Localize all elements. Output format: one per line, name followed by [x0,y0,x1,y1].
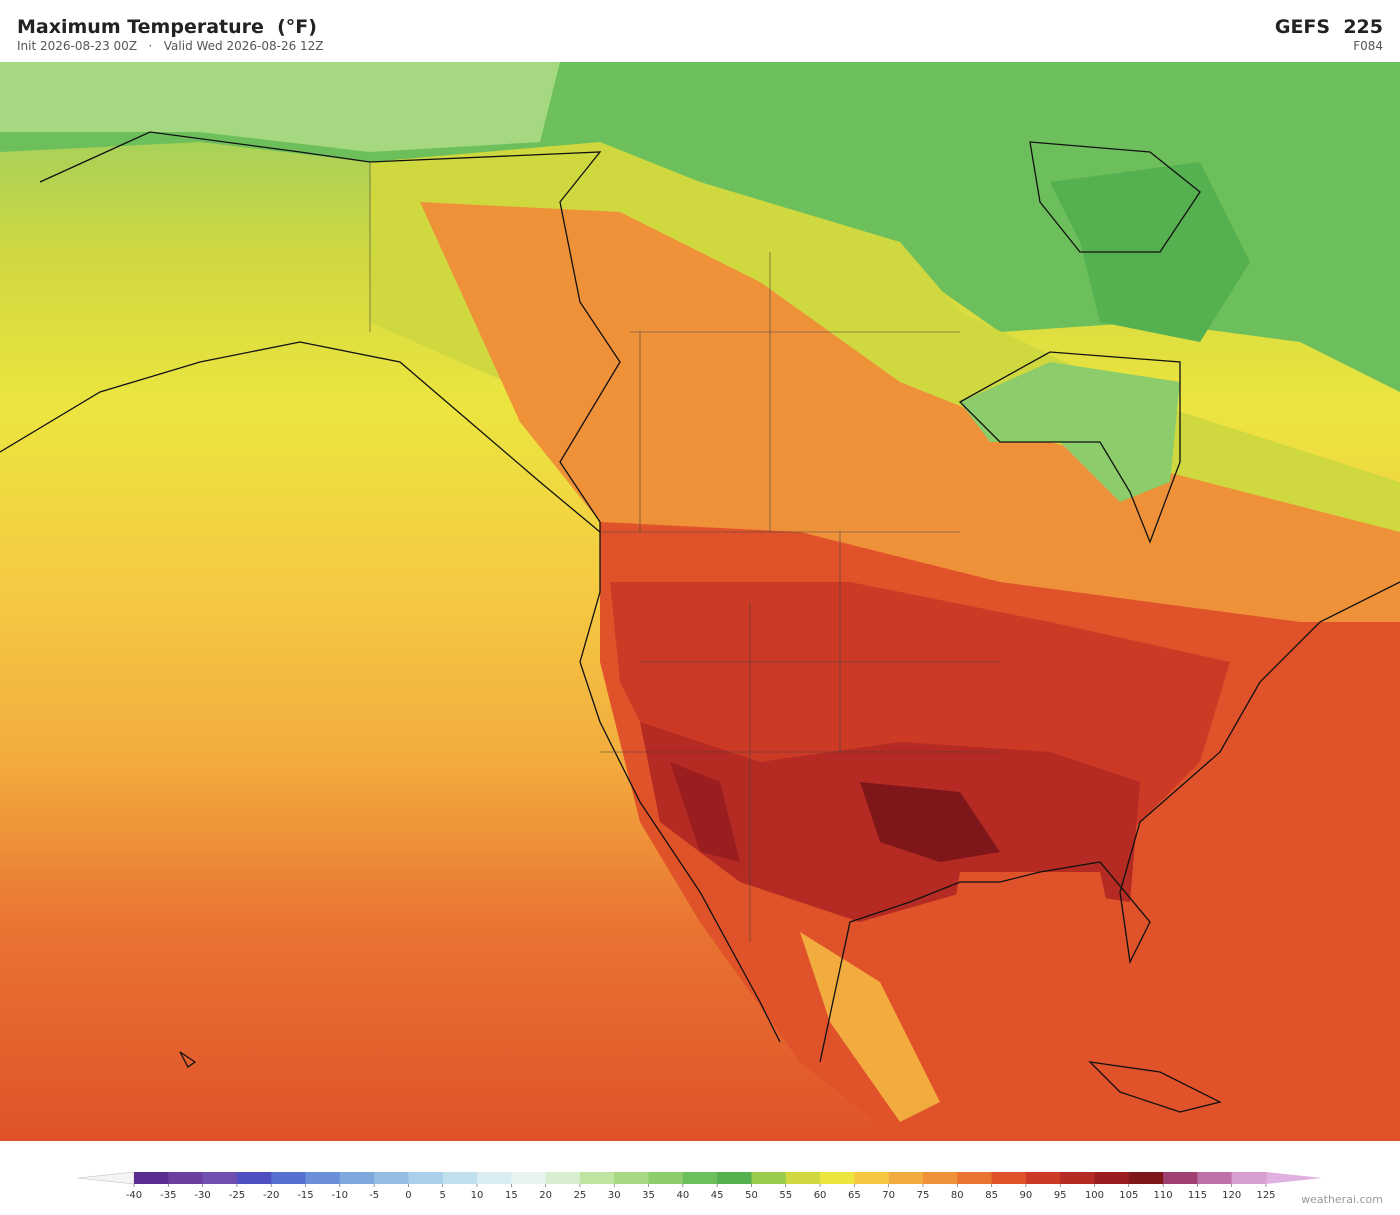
colorbar-tick-label: -20 [263,1190,279,1201]
colorbar-tick-label: 75 [917,1190,930,1201]
colorbar-bin [545,1172,581,1184]
colorbar-bin [648,1172,684,1184]
sep: · [148,39,153,53]
credit: weatherai.com [1301,1193,1383,1206]
colorbar-tick-label: 125 [1256,1190,1275,1201]
colorbar: -40 -35 -30 -25 -20 -15 -10 -5 0 5 10 15 20 25 30 35 40 4… [77,1171,1322,1201]
colorbar-tick-label: 55 [779,1190,792,1201]
colorbar-bin [374,1172,409,1184]
colorbar-tick-label: 120 [1222,1190,1241,1201]
colorbar-tick-label: 10 [471,1190,484,1201]
forecast-hour: F084 [1353,39,1383,53]
colorbar-bin [1128,1172,1164,1184]
colorbar-tick-label: 105 [1119,1190,1138,1201]
colorbar-tick-label: 110 [1154,1190,1173,1201]
valid: Valid Wed 2026-08-26 12Z [163,39,324,53]
colorbar-tick-label: -35 [160,1190,176,1201]
colorbar-bin [168,1172,204,1184]
colorbar-bin [1060,1172,1095,1184]
colorbar-tick-label: 100 [1085,1190,1104,1201]
model: GEFS 225 [1274,16,1383,38]
colorbar-tick-label: 50 [745,1190,758,1201]
colorbar-bin [305,1172,341,1184]
colorbar-bin [134,1172,169,1184]
colorbar-bin [820,1172,855,1184]
colorbar-bin [614,1172,650,1184]
colorbar-tick-label: 80 [951,1190,964,1201]
colorbar-tick-label: 115 [1188,1190,1207,1201]
init: Init 2026-08-23 00Z [17,39,138,53]
colorbar-tick-label: 20 [539,1190,552,1201]
colorbar-bin [1231,1172,1267,1184]
subtitle: Init 2026-08-23 00Z · Valid Wed 2026-08-… [17,39,324,53]
colorbar-bin [202,1172,238,1184]
colorbar-tick-label: -40 [126,1190,142,1201]
colorbar-tick-label: 40 [676,1190,689,1201]
colorbar-bin [1163,1172,1198,1184]
colorbar-bin [991,1172,1027,1184]
colorbar-tick-label: 85 [985,1190,998,1201]
colorbar-tick-label: 5 [440,1190,446,1201]
colorbar-tick-label: -15 [297,1190,313,1201]
colorbar-tick-label: 65 [848,1190,861,1201]
colorbar-bin [1025,1172,1061,1184]
colorbar-tick-label: -10 [332,1190,348,1201]
colorbar-tick-label: 0 [405,1190,411,1201]
colorbar-bin [751,1172,787,1184]
colorbar-bin [922,1172,958,1184]
colorbar-tick-label: 60 [814,1190,827,1201]
colorbar-bin [477,1172,512,1184]
colorbar-bin [442,1172,478,1184]
colorbar-over [1266,1172,1322,1184]
colorbar-tick-label: 90 [1020,1190,1033,1201]
colorbar-tick-label: 15 [505,1190,518,1201]
colorbar-bin [236,1172,272,1184]
colorbar-bin [888,1172,924,1184]
colorbar-tick-label: 30 [608,1190,621,1201]
colorbar-bin [271,1172,307,1184]
colorbar-under [77,1171,135,1185]
colorbar-tick-label: -30 [194,1190,210,1201]
colorbar-bin [854,1172,890,1184]
colorbar-bin [1197,1172,1233,1184]
colorbar-tick-label: 45 [711,1190,724,1201]
colorbar-tick-label: -25 [229,1190,245,1201]
colorbar-bin [339,1172,375,1184]
colorbar-tick-label: 95 [1054,1190,1067,1201]
colorbar-bin [511,1172,547,1184]
colorbar-bin [408,1172,444,1184]
colorbar-bin [785,1172,821,1184]
colorbar-bin [717,1172,752,1184]
colorbar-bin [1094,1172,1130,1184]
colorbar-bin [957,1172,993,1184]
colorbar-tick-label: 70 [882,1190,895,1201]
colorbar-bin [579,1172,615,1184]
colorbar-bin [682,1172,718,1184]
colorbar-tick-label: -5 [369,1190,379,1201]
map [0,62,1400,1141]
colorbar-tick-label: 25 [574,1190,587,1201]
title: Maximum Temperature (°F) [17,16,317,38]
colorbar-tick-label: 35 [642,1190,655,1201]
